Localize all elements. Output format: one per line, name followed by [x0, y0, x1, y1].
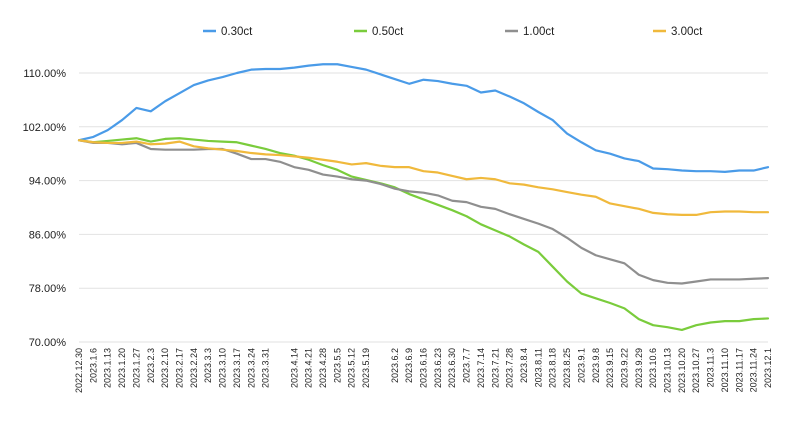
x-tick-label: 2023.10.20	[677, 348, 687, 393]
x-tick-label: 2023.8.25	[562, 348, 572, 388]
y-tick-label: 94.00%	[29, 176, 67, 188]
x-tick-label: 2023.9.15	[605, 348, 615, 388]
x-tick-label: 2023.10.13	[663, 348, 673, 393]
x-tick-label: 2023.10.6	[648, 348, 658, 388]
x-tick-label: 2022.12.30	[74, 348, 84, 393]
x-tick-label: 2023.11.24	[749, 348, 759, 392]
x-tick-label: 2023.2.3	[146, 348, 156, 383]
x-tick-label: 2023.6.16	[419, 348, 429, 388]
x-tick-label: 2023.7.14	[476, 348, 486, 388]
x-tick-label: 2023.3.10	[218, 348, 228, 388]
x-tick-label: 2023.10.27	[691, 348, 701, 393]
legend-label: 0.50ct	[372, 26, 404, 38]
x-tick-label: 2023.5.12	[347, 348, 357, 388]
x-tick-label: 2023.7.21	[490, 348, 500, 388]
x-tick-label: 2023.6.30	[447, 348, 457, 388]
y-axis: 110.00% 102.00% 94.00% 86.00% 78.00% 70.00%	[23, 68, 67, 349]
x-tick-label: 2023.7.7	[462, 348, 472, 383]
x-tick-label: 2023.6.23	[433, 348, 443, 388]
x-tick-label: 2023.4.28	[318, 348, 328, 388]
x-tick-label: 2023.5.19	[361, 348, 371, 388]
x-tick-label: 2023.11.17	[734, 348, 744, 392]
x-tick-label: 2023.6.2	[390, 348, 400, 383]
series-line-0-30ct	[77, 63, 770, 173]
x-tick-label: 2023.9.8	[591, 348, 601, 383]
x-tick-label: 2023.4.21	[304, 348, 314, 388]
legend-label: 3.00ct	[671, 26, 703, 38]
series-layer	[77, 63, 770, 331]
x-tick-label: 2023.9.29	[634, 348, 644, 388]
x-tick-label: 2023.1.27	[131, 348, 141, 388]
x-tick-label: 2023.7.28	[505, 348, 515, 388]
x-tick-label: 2023.3.31	[261, 348, 271, 388]
x-tick-label: 2023.1.6	[88, 348, 98, 383]
x-tick-label: 2023.8.18	[548, 348, 558, 388]
y-tick-label: 86.00%	[29, 229, 67, 241]
x-tick-label: 2023.2.17	[174, 348, 184, 388]
x-tick-label: 2023.12.1	[763, 348, 773, 388]
x-axis: 2022.12.30 2023.1.6 2023.1.13 2023.1.20 2023…	[74, 348, 773, 393]
x-tick-label: 2023.11.3	[706, 348, 716, 387]
legend-label: 0.30ct	[221, 26, 253, 38]
x-tick-label: 2023.6.9	[404, 348, 414, 383]
x-tick-label: 2023.11.10	[720, 348, 730, 392]
x-tick-label: 2023.3.17	[232, 348, 242, 388]
legend-label: 1.00ct	[523, 26, 555, 38]
y-tick-label: 110.00%	[23, 68, 66, 80]
x-tick-label: 2023.8.4	[519, 348, 529, 383]
x-tick-label: 2023.3.24	[246, 348, 256, 388]
series-line-3-00ct	[77, 139, 770, 216]
legend: 0.30ct 0.50ct 1.00ct 3.00ct	[203, 26, 703, 38]
y-tick-label: 102.00%	[23, 122, 67, 134]
x-tick-label: 2023.5.5	[332, 348, 342, 383]
gridlines	[79, 72, 768, 343]
y-tick-label: 70.00%	[29, 337, 67, 349]
x-tick-label: 2023.2.10	[160, 348, 170, 388]
series-line-0-50ct	[77, 137, 770, 331]
x-tick-label: 2023.4.14	[289, 348, 299, 388]
y-tick-label: 78.00%	[29, 283, 67, 295]
series-line-1-00ct	[77, 139, 770, 285]
x-tick-label: 2023.1.13	[103, 348, 113, 388]
x-tick-label: 2023.8.11	[533, 348, 543, 387]
x-tick-label: 2023.3.3	[203, 348, 213, 383]
x-tick-label: 2023.1.20	[117, 348, 127, 388]
x-tick-label: 2023.9.22	[619, 348, 629, 388]
x-tick-label: 2023.9.1	[576, 348, 586, 383]
x-tick-label: 2023.2.24	[189, 348, 199, 388]
